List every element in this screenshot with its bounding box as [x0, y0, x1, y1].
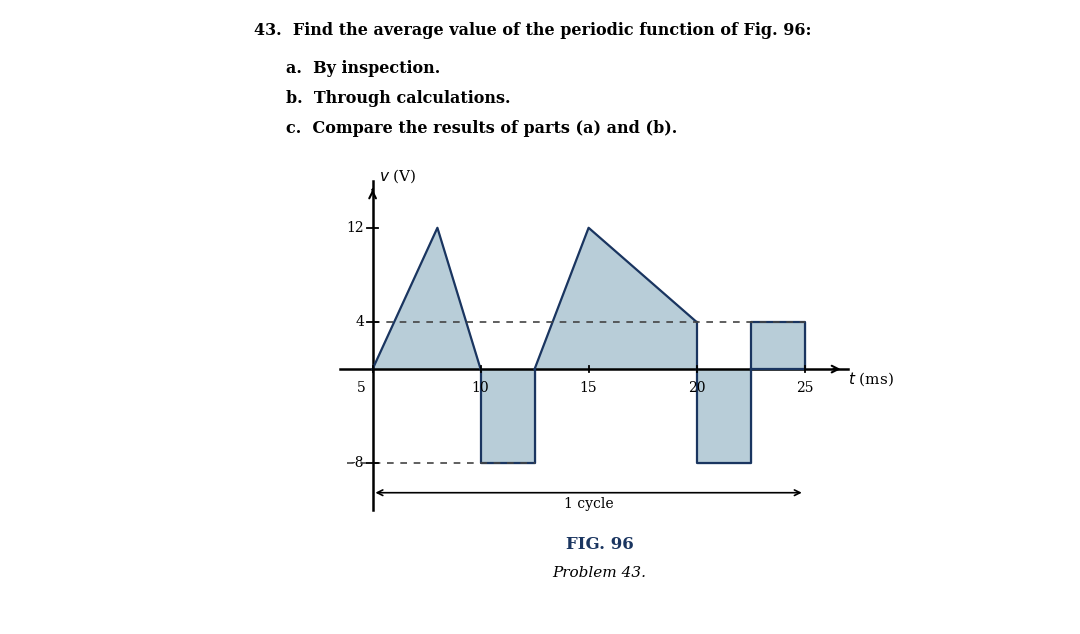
Text: 25: 25 — [796, 381, 813, 395]
Text: -8: -8 — [351, 456, 364, 470]
Text: FIG. 96: FIG. 96 — [566, 536, 633, 553]
Text: Problem 43.: Problem 43. — [552, 566, 647, 579]
Polygon shape — [751, 322, 805, 369]
Text: 10: 10 — [472, 381, 489, 395]
Text: 20: 20 — [688, 381, 705, 395]
Polygon shape — [481, 369, 535, 463]
Text: 4: 4 — [355, 315, 364, 329]
Text: b.  Through calculations.: b. Through calculations. — [286, 90, 511, 107]
Text: 5: 5 — [357, 381, 366, 395]
Text: 1 cycle: 1 cycle — [564, 498, 613, 512]
Polygon shape — [373, 228, 481, 369]
Text: $v$ (V): $v$ (V) — [379, 168, 417, 185]
Text: a.  By inspection.: a. By inspection. — [286, 60, 441, 77]
Text: 15: 15 — [580, 381, 597, 395]
Text: c.  Compare the results of parts (a) and (b).: c. Compare the results of parts (a) and … — [286, 120, 677, 137]
Text: 12: 12 — [347, 221, 364, 235]
Polygon shape — [535, 228, 697, 369]
Polygon shape — [697, 369, 751, 463]
Text: 43.  Find the average value of the periodic function of Fig. 96:: 43. Find the average value of the period… — [254, 22, 811, 39]
Text: $t$ (ms): $t$ (ms) — [848, 370, 893, 388]
